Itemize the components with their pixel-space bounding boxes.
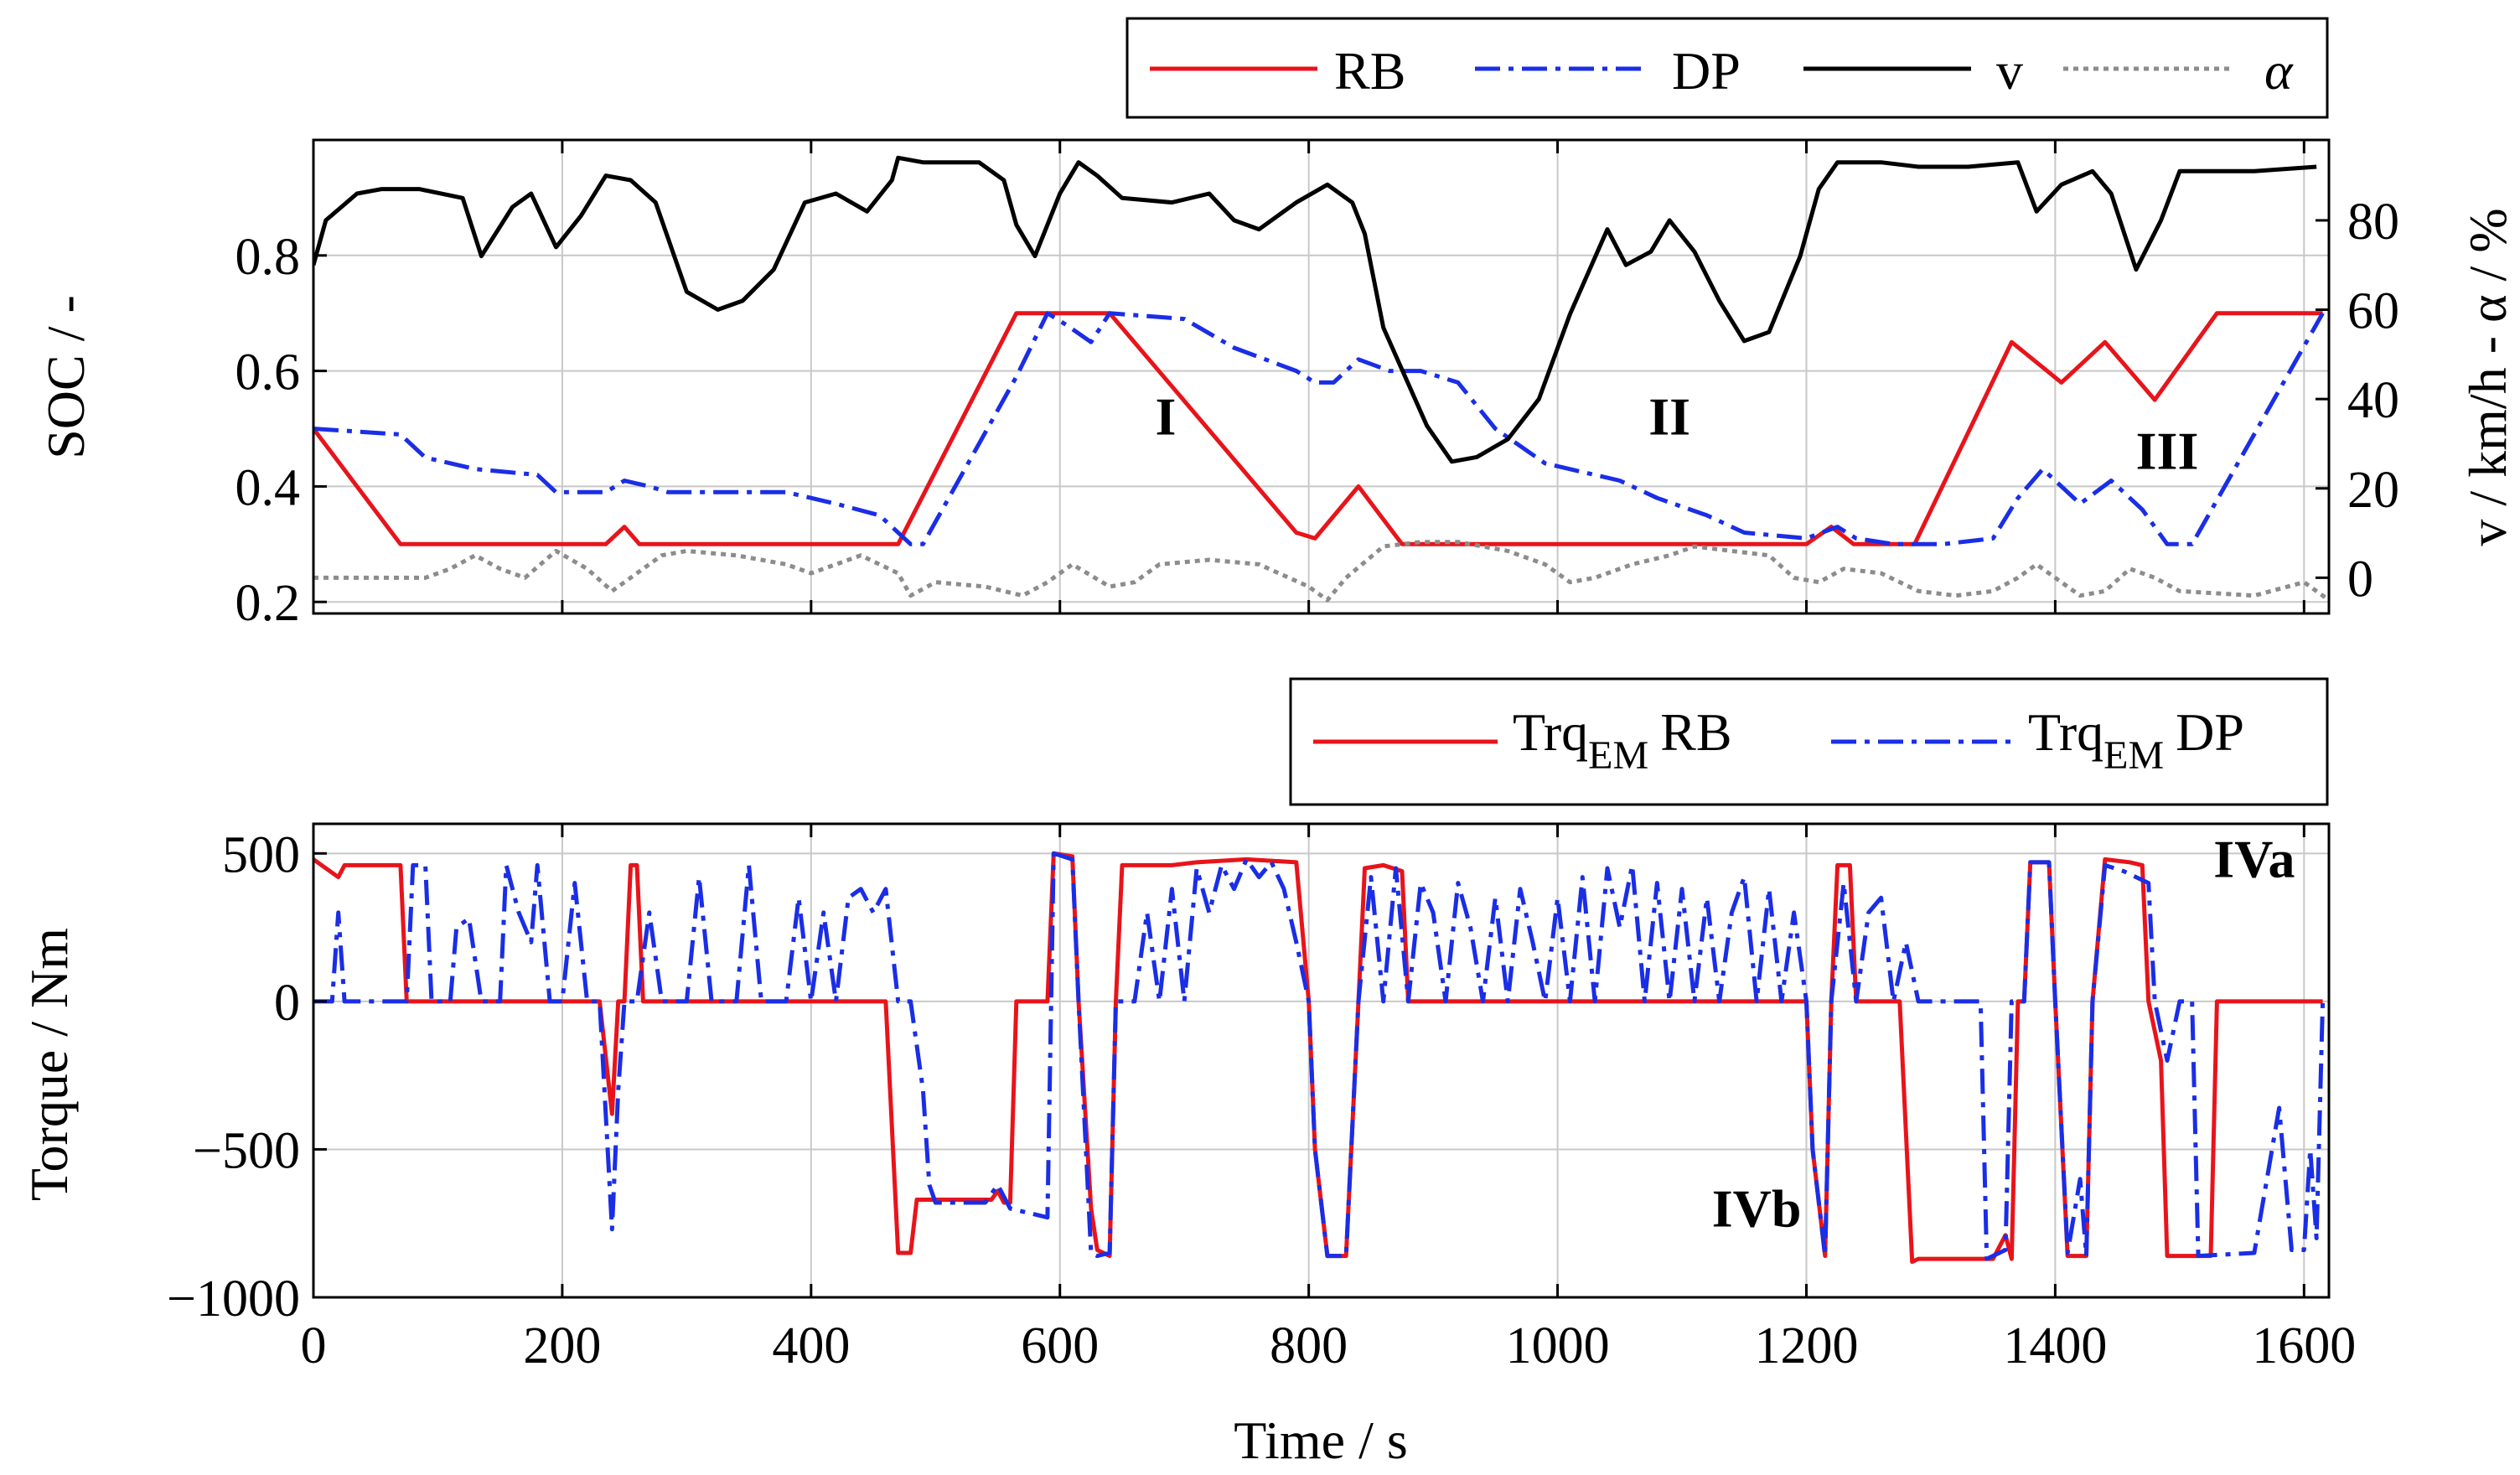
torque-y-axis-label: Torque / Nm bbox=[19, 928, 79, 1201]
legend-label-trq-dp: TrqEM DP bbox=[2028, 702, 2244, 778]
y-tick-label: −500 bbox=[193, 1122, 300, 1179]
x-tick-label: 400 bbox=[772, 1317, 850, 1374]
soc-right-axis-label: v / km/h - α / % bbox=[2458, 208, 2517, 546]
torque-annotations: IVa IVb bbox=[1712, 830, 2295, 1239]
x-tick-label: 1400 bbox=[2003, 1317, 2107, 1374]
torque-x-ticks: 0 200 400 600 800 1000 1200 1400 1600 bbox=[301, 824, 2356, 1374]
soc-left-ticks: 0.2 0.4 0.6 0.8 bbox=[235, 229, 327, 632]
x-tick-label: 800 bbox=[1270, 1317, 1348, 1374]
y-right-tick-label: 80 bbox=[2347, 194, 2399, 251]
soc-plot-frame bbox=[312, 138, 2331, 615]
legend-label-trq-rb: TrqEM RB bbox=[1513, 702, 1732, 778]
y-tick-label: 0 bbox=[274, 975, 300, 1032]
y-tick-label: 0.4 bbox=[235, 459, 301, 516]
torque-y-ticks: 500 0 −500 −1000 bbox=[167, 826, 327, 1328]
y-right-tick-label: 0 bbox=[2347, 551, 2373, 608]
soc-series bbox=[313, 155, 2329, 603]
annotation-label: III bbox=[2136, 422, 2199, 481]
soc-y-axis-label: SOC / - bbox=[36, 295, 96, 459]
x-tick-label: 200 bbox=[523, 1317, 601, 1374]
y-tick-label: 0.2 bbox=[235, 575, 301, 632]
x-tick-label: 1200 bbox=[1754, 1317, 1858, 1374]
y-right-tick-label: 20 bbox=[2347, 462, 2399, 519]
annotation-label: I bbox=[1155, 386, 1176, 446]
y-right-tick-label: 60 bbox=[2347, 283, 2399, 340]
series-line-rb bbox=[313, 311, 2323, 546]
soc-right-ticks: 0 20 40 60 80 bbox=[2316, 194, 2399, 608]
soc-grid bbox=[313, 140, 2329, 613]
legend-label-dp: DP bbox=[1672, 41, 1741, 101]
annotation-label: IVb bbox=[1712, 1178, 1802, 1238]
y-tick-label: −1000 bbox=[167, 1271, 300, 1328]
legend-label-alpha: α bbox=[2264, 41, 2294, 101]
torque-series bbox=[313, 851, 2326, 1265]
legend-label-rb: RB bbox=[1334, 41, 1405, 101]
x-tick-label: 1600 bbox=[2252, 1317, 2356, 1374]
torque-legend: TrqEM RB TrqEM DP bbox=[1289, 677, 2329, 806]
y-tick-label: 500 bbox=[222, 826, 300, 883]
y-right-tick-label: 40 bbox=[2347, 372, 2399, 429]
legend-label-v: v bbox=[1996, 41, 2023, 101]
annotation-label: IVa bbox=[2213, 830, 2295, 889]
x-axis-label: Time / s bbox=[1234, 1410, 1408, 1470]
soc-x-ticks bbox=[561, 140, 2305, 613]
series-line-alpha bbox=[313, 540, 2329, 603]
x-tick-label: 1000 bbox=[1506, 1317, 1610, 1374]
series-line-dp bbox=[313, 311, 2325, 546]
torque-plot-frame bbox=[312, 822, 2331, 1299]
x-tick-label: 600 bbox=[1021, 1317, 1099, 1374]
series-line-v bbox=[313, 155, 2317, 464]
series-line-dp bbox=[313, 851, 2326, 1261]
y-tick-label: 0.8 bbox=[235, 229, 301, 286]
soc-legend: RB DP v α bbox=[1125, 17, 2329, 119]
torque-chart: TrqEM RB TrqEM DP 500 0 −500 −1000 0 200 400 600… bbox=[19, 677, 2356, 1470]
y-tick-label: 0.6 bbox=[235, 344, 301, 401]
annotation-label: II bbox=[1648, 386, 1690, 446]
x-tick-label: 0 bbox=[301, 1317, 327, 1374]
